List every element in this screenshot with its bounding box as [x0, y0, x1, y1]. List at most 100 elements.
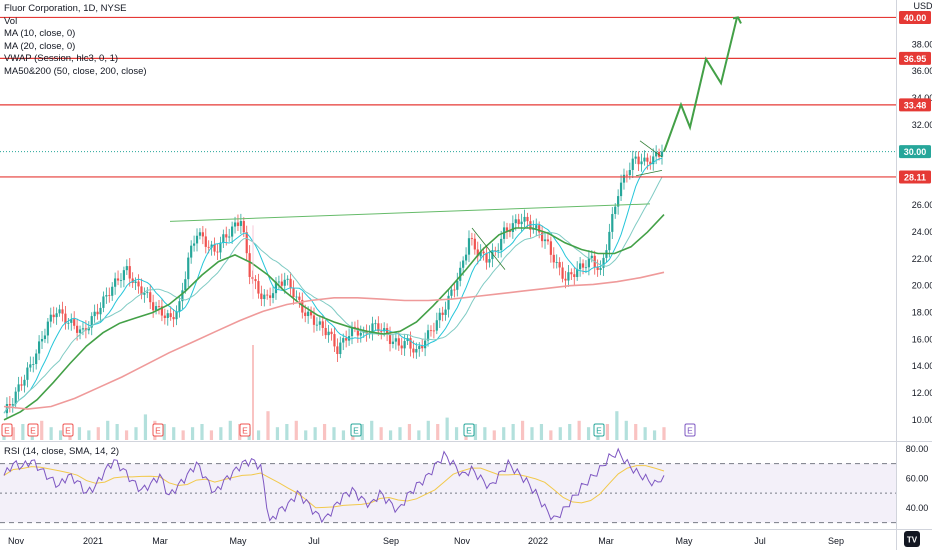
- volume-bar: [256, 430, 261, 440]
- candle-body: [625, 174, 629, 176]
- candle-body: [356, 327, 359, 336]
- last-price-label: 30.00: [904, 147, 927, 157]
- volume-bar: [492, 430, 496, 440]
- candle-body: [242, 221, 245, 233]
- volume-bar: [294, 420, 298, 440]
- candle-body: [365, 330, 368, 334]
- price-level-label: 28.11: [904, 172, 926, 182]
- rsi-tick-label: 40.00: [906, 503, 929, 513]
- volume-bar: [417, 430, 421, 440]
- candle-body: [269, 295, 272, 298]
- price-level-badge: [899, 98, 931, 112]
- candle-body: [260, 293, 263, 300]
- symbol-title[interactable]: Fluor Corporation, 1D, NYSE: [4, 3, 127, 14]
- candle-body: [309, 311, 313, 316]
- candle-body: [271, 293, 275, 298]
- volume-bar: [577, 420, 581, 440]
- volume-bar: [586, 427, 591, 440]
- candle-body: [386, 328, 389, 335]
- candle-body: [315, 324, 319, 326]
- price-tick-label: 24.00: [912, 227, 932, 237]
- candle-body: [116, 278, 120, 281]
- earnings-marker-label: E: [30, 426, 36, 436]
- candle-body: [646, 157, 649, 162]
- candle-body: [590, 255, 593, 259]
- volume-bar: [652, 430, 657, 440]
- rsi-tick-label: 60.00: [906, 473, 929, 483]
- earnings-marker-label: E: [687, 426, 693, 436]
- candle-body: [397, 338, 400, 346]
- earnings-marker: E: [1, 423, 13, 437]
- rsi-line: [3, 447, 665, 524]
- earnings-marker-box: [27, 423, 39, 437]
- candle-body: [464, 254, 468, 261]
- volume-bar: [436, 424, 440, 440]
- earnings-marker: E: [152, 423, 164, 437]
- price-level-badge: [899, 170, 931, 184]
- candle-body: [81, 328, 85, 330]
- candle-body: [49, 314, 52, 322]
- earnings-marker-label: E: [65, 426, 71, 436]
- volume-bar: [96, 427, 100, 440]
- candle-body: [587, 258, 590, 268]
- candle-body: [380, 331, 383, 333]
- candle-body: [190, 245, 193, 258]
- candle-body: [125, 266, 128, 271]
- candle-body: [289, 278, 292, 289]
- time-tick-label: May: [675, 536, 693, 546]
- candle-body: [345, 338, 348, 341]
- price-tick-label: 34.00: [912, 93, 932, 103]
- candle-body: [643, 157, 646, 162]
- candle-body: [292, 288, 295, 298]
- candle-body: [312, 315, 316, 325]
- volume-bar: [143, 414, 148, 440]
- candle-body: [228, 236, 231, 238]
- price-tick-label: 12.00: [912, 388, 932, 398]
- candle-body: [195, 235, 199, 244]
- projection-arrowhead: [732, 16, 742, 24]
- candle-body: [444, 309, 447, 315]
- legend-ma20[interactable]: MA (20, close, 0): [4, 40, 76, 52]
- time-tick-label: May: [229, 536, 247, 546]
- candle-body: [333, 334, 336, 347]
- candle-body: [184, 279, 187, 291]
- volume-bar: [285, 424, 289, 440]
- candle-body: [187, 257, 190, 280]
- earnings-marker-box: [239, 423, 251, 437]
- time-tick-label: Jul: [754, 536, 766, 546]
- legend-vwap[interactable]: VWAP (Session, hlc3, 0, 1): [4, 53, 119, 64]
- volume-bar: [275, 427, 280, 440]
- candle-body: [26, 367, 29, 380]
- candle-body: [286, 278, 289, 280]
- resistance-trendline: [169, 203, 651, 222]
- volume-bar: [370, 420, 374, 440]
- candle-body: [245, 232, 248, 254]
- candle-body: [383, 328, 386, 332]
- earnings-marker-box: [1, 423, 13, 437]
- time-tick-label: 2021: [83, 536, 103, 546]
- candle-body: [40, 339, 44, 342]
- earnings-marker-box: [463, 423, 475, 437]
- candle-body: [555, 262, 558, 263]
- candle-body: [517, 219, 520, 225]
- candle-body: [76, 325, 79, 333]
- earnings-marker-box: [593, 423, 605, 437]
- earnings-marker: E: [684, 423, 696, 437]
- candle-body: [552, 254, 555, 263]
- rsi-legend[interactable]: RSI (14, close, SMA, 14, 2): [4, 446, 120, 457]
- legend-vol[interactable]: Vol: [4, 15, 18, 27]
- candle-body: [432, 330, 435, 332]
- pennant-line: [635, 169, 663, 177]
- legend-ma50-200[interactable]: MA50&200 (50, close, 200, close): [4, 65, 147, 77]
- volume-bar: [266, 411, 270, 440]
- candle-body: [111, 286, 114, 296]
- volume-bar: [332, 427, 336, 440]
- legend-ma10[interactable]: MA (10, close, 0): [4, 28, 76, 39]
- candle-body: [160, 306, 164, 316]
- candle-body: [70, 319, 73, 323]
- volume-bar: [209, 430, 214, 440]
- candle-body: [178, 301, 181, 312]
- time-tick-label: Nov: [454, 536, 471, 546]
- candle-body: [371, 323, 374, 334]
